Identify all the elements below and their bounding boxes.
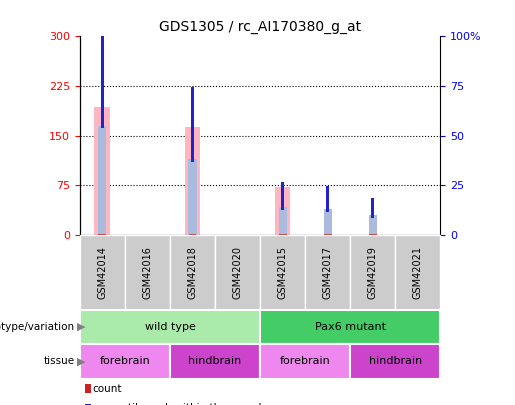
Bar — [371, 198, 374, 218]
Bar — [188, 234, 196, 235]
Text: GSM42021: GSM42021 — [413, 246, 423, 299]
Text: forebrain: forebrain — [280, 356, 331, 367]
Bar — [326, 186, 329, 212]
Bar — [101, 19, 104, 128]
Text: GSM42019: GSM42019 — [368, 246, 377, 299]
Text: ▶: ▶ — [77, 322, 86, 332]
Text: GSM42017: GSM42017 — [323, 246, 333, 299]
Bar — [184, 127, 200, 235]
Bar — [94, 107, 110, 235]
Text: GSM42014: GSM42014 — [97, 246, 107, 299]
Bar — [188, 160, 197, 235]
Bar — [323, 209, 332, 235]
Text: forebrain: forebrain — [99, 356, 150, 367]
Bar — [279, 234, 286, 235]
Text: Pax6 mutant: Pax6 mutant — [315, 322, 386, 332]
Bar — [98, 126, 107, 235]
Bar — [279, 207, 287, 235]
Text: hindbrain: hindbrain — [188, 356, 242, 367]
Bar — [98, 234, 106, 235]
Bar — [281, 182, 284, 210]
Bar — [369, 234, 376, 235]
Text: count: count — [92, 384, 122, 394]
Bar — [369, 215, 377, 235]
Text: GSM42015: GSM42015 — [278, 246, 287, 299]
Bar — [191, 87, 194, 162]
Title: GDS1305 / rc_AI170380_g_at: GDS1305 / rc_AI170380_g_at — [159, 20, 361, 34]
Text: tissue: tissue — [44, 356, 75, 367]
Text: GSM42016: GSM42016 — [143, 246, 152, 299]
Bar — [274, 187, 290, 235]
Text: GSM42020: GSM42020 — [233, 246, 243, 299]
Text: percentile rank within the sample: percentile rank within the sample — [92, 403, 268, 405]
Text: GSM42018: GSM42018 — [187, 246, 197, 299]
Text: genotype/variation: genotype/variation — [0, 322, 75, 332]
Bar — [324, 234, 332, 235]
Text: hindbrain: hindbrain — [369, 356, 422, 367]
Text: ▶: ▶ — [77, 356, 86, 367]
Text: wild type: wild type — [145, 322, 195, 332]
